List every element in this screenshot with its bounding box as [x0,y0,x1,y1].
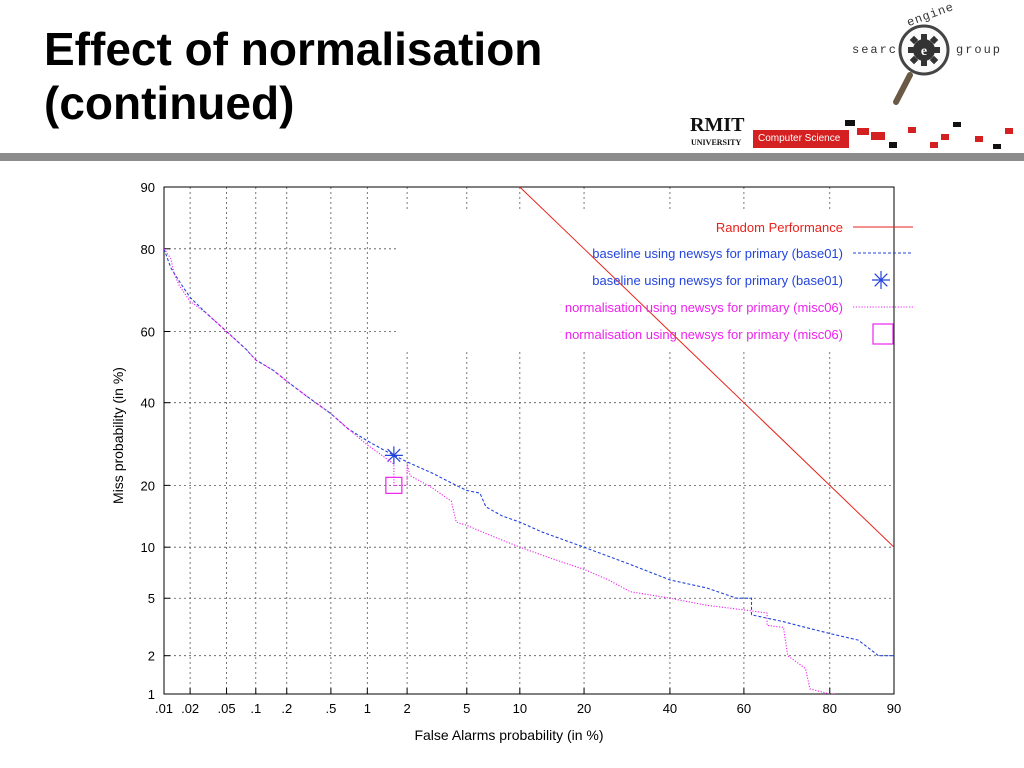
x-tick-label: 2 [403,701,410,716]
x-tick-label: .05 [218,701,236,716]
x-tick-label: .1 [250,701,261,716]
computer-science-bar [753,130,849,148]
x-tick-label: .5 [325,701,336,716]
magnifier-gear-icon: e [893,24,950,105]
y-tick-label: 20 [141,478,155,493]
legend-square-marker [872,323,894,345]
y-tick-label: 1 [148,687,155,702]
x-tick-label: .01 [155,701,173,716]
y-tick-label: 2 [148,649,155,664]
x-tick-label: .2 [281,701,292,716]
slide-title: Effect of normalisation (continued) [44,22,542,130]
x-tick-label: 1 [364,701,371,716]
series-3-line [164,248,836,694]
y-tick-label: 60 [141,324,155,339]
series-1-line [164,248,894,657]
y-tick-label: 40 [141,396,155,411]
legend-entry-label: baseline using newsys for primary (base0… [592,273,843,288]
x-tick-label: 10 [513,701,527,716]
y-tick-label: 80 [141,242,155,257]
legend-star-marker [872,271,890,289]
x-tick-label: 5 [463,701,470,716]
slide-title-line-1: Effect of normalisation [44,23,543,75]
x-tick-label: .02 [181,701,199,716]
legend-background [396,212,894,350]
logo-search-text: search [852,43,908,57]
series-0-line [519,187,894,548]
y-axis-label: Miss probability (in %) [110,367,126,504]
legend-entry-label: Random Performance [716,220,843,235]
x-axis-label: False Alarms probability (in %) [414,727,603,743]
x-tick-label: 60 [737,701,751,716]
legend-entry-label: normalisation using newsys for primary (… [565,327,843,342]
series-2-star-marker [384,446,403,465]
search-engine-group-logo: search group engine e RMIT UNIVERSITY Co… [640,0,1024,152]
rmit-wordmark: RMIT [690,114,745,136]
x-tick-label: 80 [823,701,837,716]
x-tick-label: 20 [577,701,591,716]
x-tick-label: 40 [663,701,677,716]
legend-entry-label: baseline using newsys for primary (base0… [592,246,843,261]
title-divider [0,153,1024,161]
logo-e-glyph: e [921,44,927,59]
y-tick-label: 90 [141,180,155,195]
y-tick-label: 5 [148,591,155,606]
x-tick-label: 90 [887,701,901,716]
plot-frame [163,186,895,695]
computer-science-label: Computer Science [758,133,841,144]
series-4-square-marker [385,476,403,494]
slide-title-line-2: (continued) [44,77,295,129]
y-tick-label: 10 [141,540,155,555]
decorative-squares [845,120,1013,149]
logo-group-text: group [956,43,1003,57]
legend-entry-label: normalisation using newsys for primary (… [565,300,843,315]
rmit-university-label: UNIVERSITY [691,138,742,147]
